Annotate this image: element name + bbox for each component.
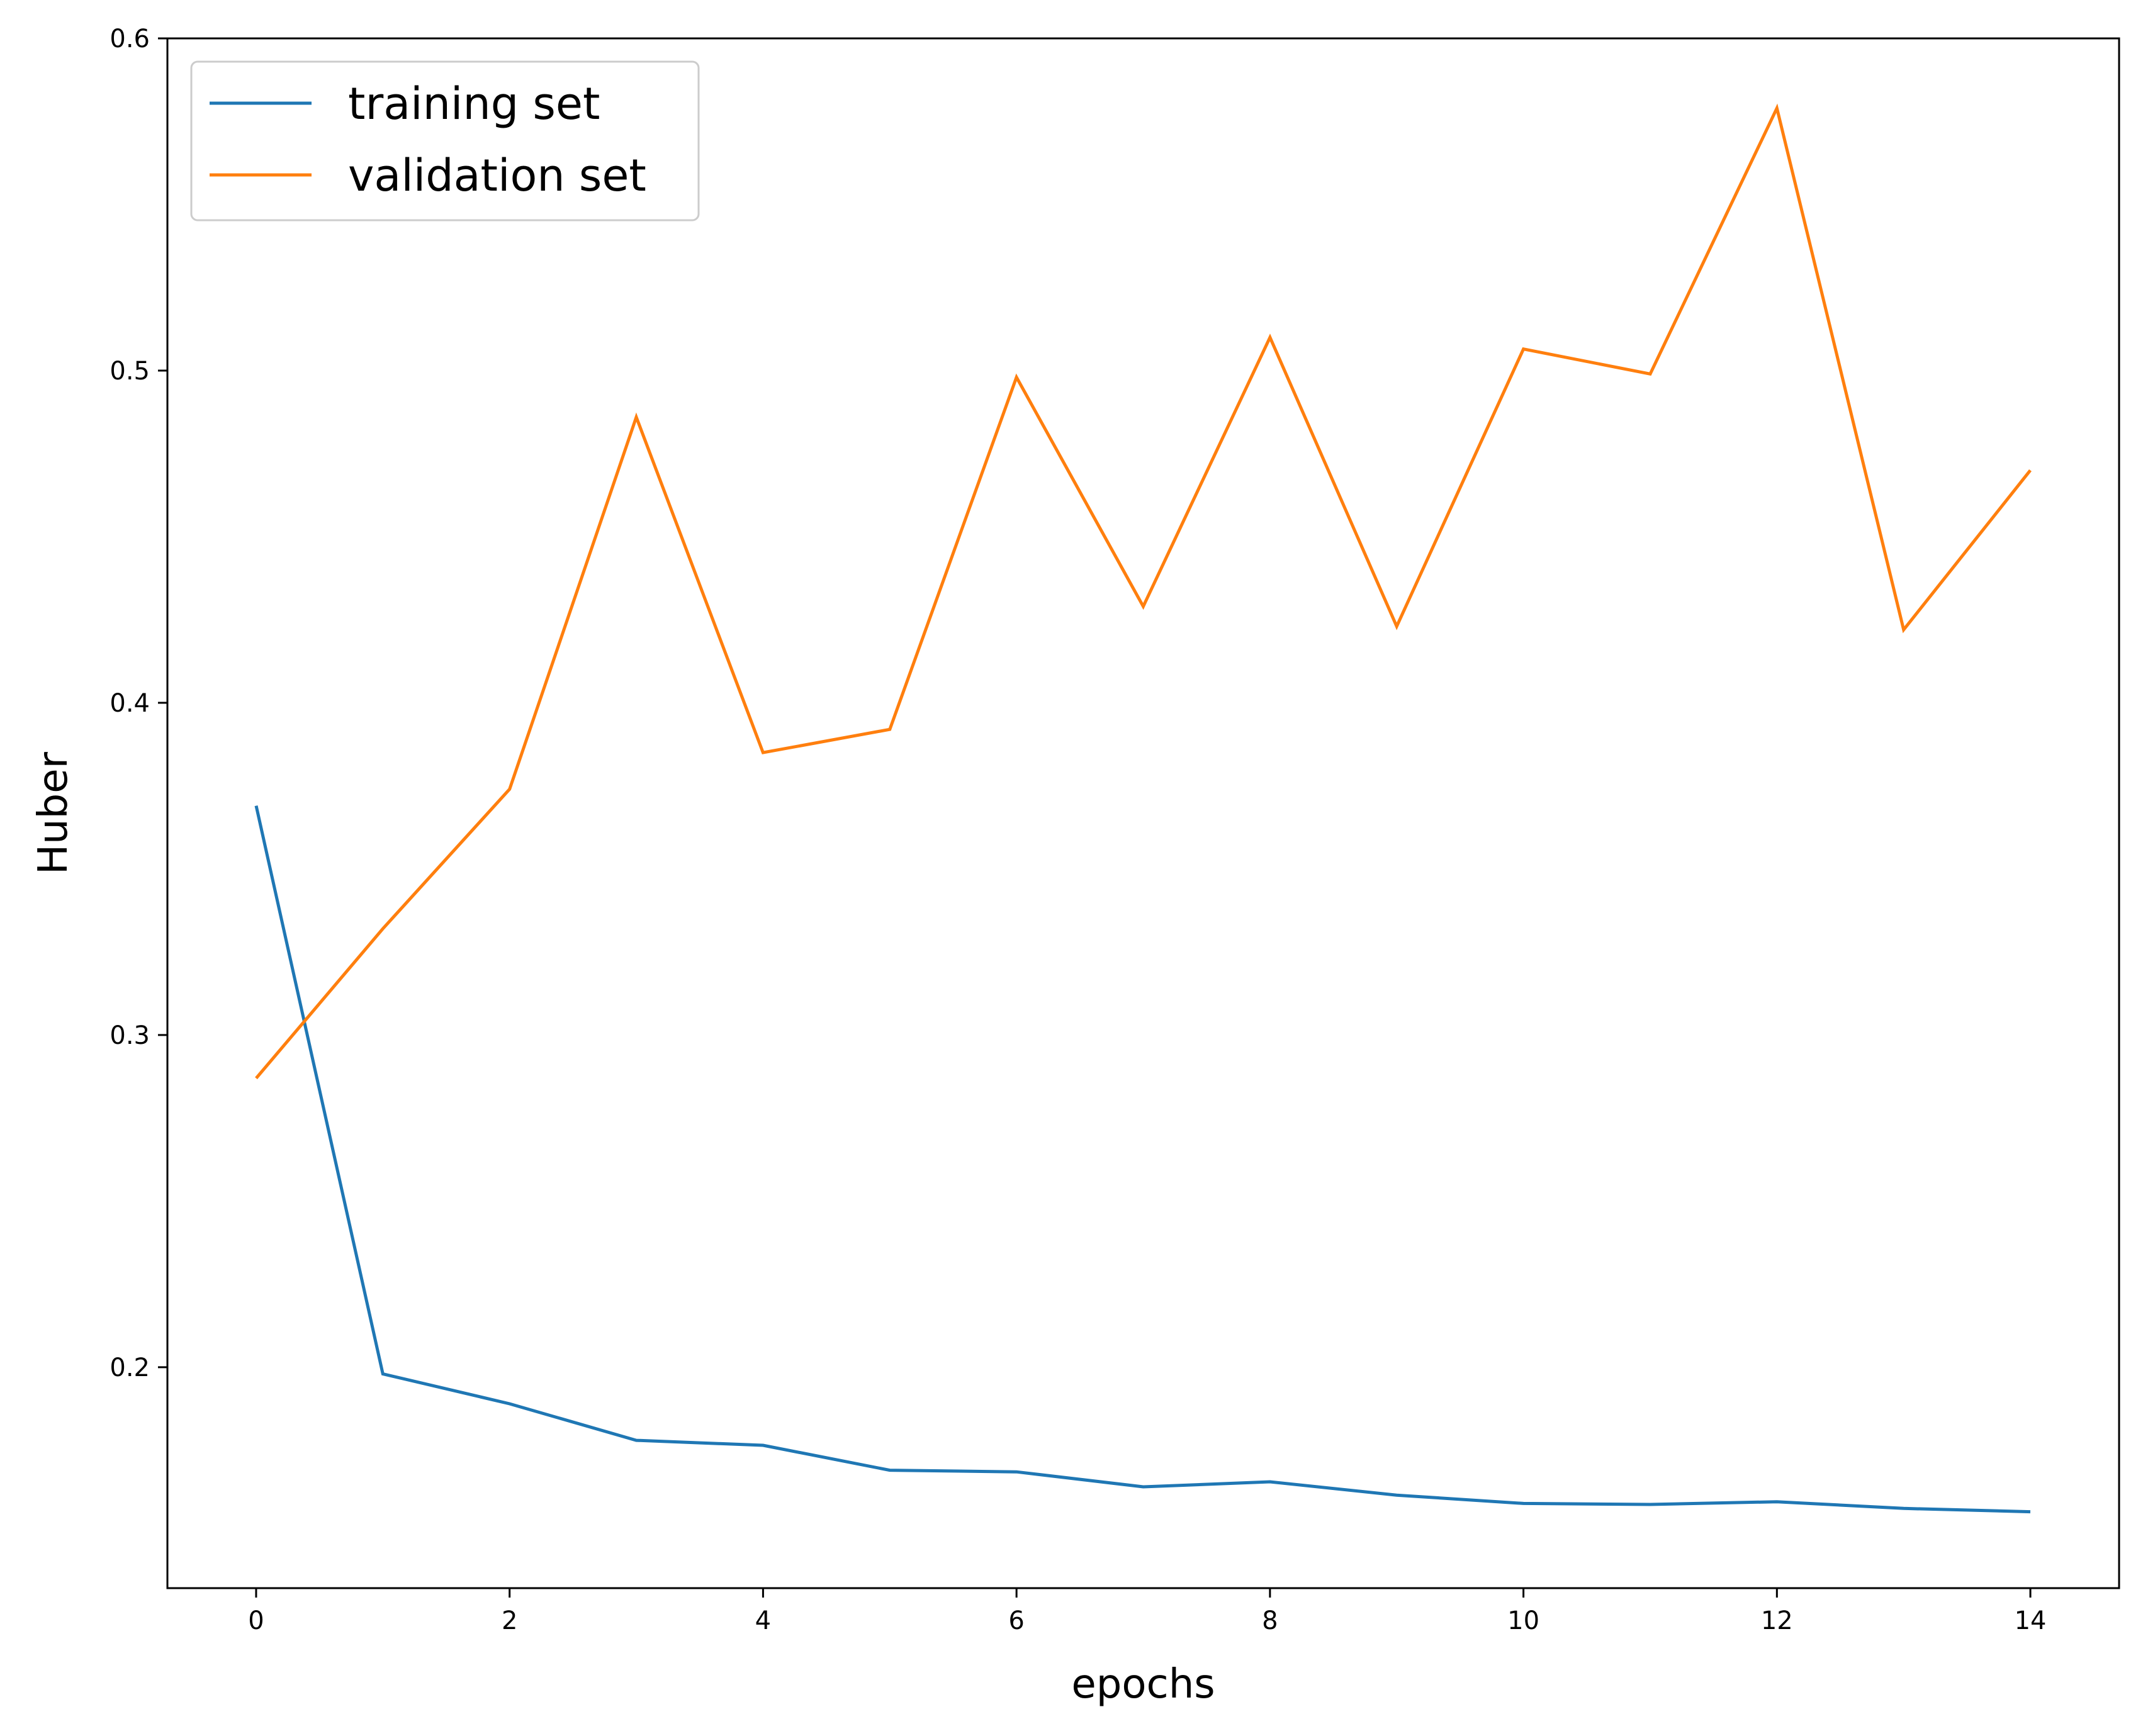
x-tick-label: 14 (2015, 1606, 2047, 1635)
x-tick-label: 0 (248, 1606, 264, 1635)
x-tick-label: 8 (1262, 1606, 1278, 1635)
x-axis-ticks: 0 2 4 6 8 10 12 14 (248, 1588, 2046, 1635)
plot-lines (254, 103, 2032, 1514)
y-tick-label: 0.6 (110, 25, 150, 53)
legend: training set validation set (190, 60, 700, 221)
y-tick-label: 0.2 (110, 1353, 150, 1382)
y-tick-label: 0.3 (110, 1021, 150, 1050)
series-line-training (254, 805, 2031, 1514)
y-tick-label: 0.5 (110, 357, 150, 386)
x-tick-label: 2 (502, 1606, 517, 1635)
plot-frame (166, 37, 2120, 1589)
y-axis-label: Huber (30, 751, 77, 875)
x-axis-label: epochs (1071, 1661, 1215, 1708)
y-axis-ticks: 0.2 0.3 0.4 0.5 0.6 (110, 25, 167, 1382)
x-tick-label: 12 (1761, 1606, 1793, 1635)
x-tick-label: 10 (1507, 1606, 1539, 1635)
x-tick-label: 4 (755, 1606, 771, 1635)
legend-label-validation: validation set (348, 150, 646, 201)
legend-box (190, 60, 700, 221)
series-line-validation (255, 103, 2032, 1080)
x-tick-label: 6 (1008, 1606, 1024, 1635)
legend-label-training: training set (348, 78, 600, 130)
y-tick-label: 0.4 (110, 689, 150, 718)
